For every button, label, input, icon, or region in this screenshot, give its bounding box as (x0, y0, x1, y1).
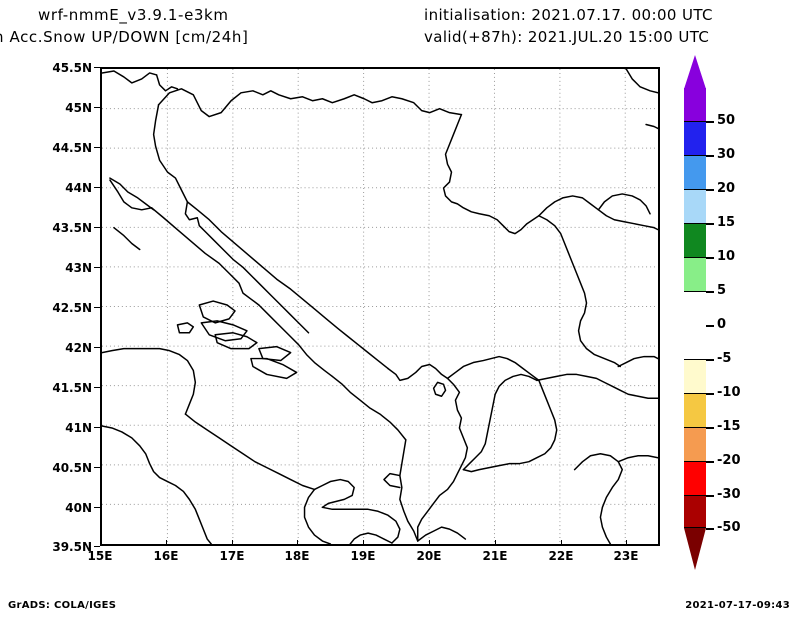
colorbar-band-5 (684, 257, 706, 291)
y-tick-label-42N: 42N (65, 341, 92, 355)
x-tick-label-21E: 21E (482, 549, 508, 563)
colorbar-tick (706, 359, 714, 361)
colorbar-label-m30: -30 (717, 487, 741, 502)
y-tick-mark (94, 307, 100, 308)
y-tick-mark (94, 546, 100, 547)
colorbar-band-0-lower (684, 325, 706, 359)
colorbar-label-10: 10 (717, 249, 736, 264)
colorbar-band-50 (684, 88, 706, 121)
y-tick-label-45.5N: 45.5N (52, 61, 92, 75)
colorbar-tick (706, 223, 714, 225)
x-tick-label-19E: 19E (350, 549, 376, 563)
y-tick-mark (94, 187, 100, 188)
colorbar-under-arrow (684, 528, 706, 570)
colorbar-tick (706, 189, 714, 191)
colorbar-band-30 (684, 121, 706, 155)
y-tick-label-41N: 41N (65, 421, 92, 435)
colorbar-label-m10: -10 (717, 385, 741, 400)
grads-credit: GrADS: COLA/IGES (8, 600, 117, 611)
x-tick-mark (626, 540, 627, 546)
model-title: wrf-nmmE_v3.9.1-e3km (38, 6, 229, 24)
x-tick-label-16E: 16E (153, 549, 179, 563)
colorbar-tick (706, 325, 714, 327)
x-tick-mark (166, 540, 167, 546)
colorbar[interactable]: 50 30 20 15 10 5 0 -5 -10 -15 -20 -30 -5… (684, 55, 741, 570)
y-tick-mark (94, 387, 100, 388)
x-tick-label-17E: 17E (219, 549, 245, 563)
gridlines (102, 69, 658, 544)
colorbar-tick (706, 121, 714, 123)
initialisation-time: initialisation: 2021.07.17. 00:00 UTC (424, 6, 713, 24)
colorbar-band-m20 (684, 461, 706, 495)
y-tick-label-44N: 44N (65, 181, 92, 195)
colorbar-label-m20: -20 (717, 453, 741, 468)
colorbar-tick (706, 291, 714, 293)
colorbar-band-m10 (684, 393, 706, 427)
x-tick-mark (561, 540, 562, 546)
colorbar-over-arrow (684, 55, 706, 89)
x-tick-mark (232, 540, 233, 546)
colorbar-label-m15: -15 (717, 419, 741, 434)
colorbar-band-0-upper (684, 291, 706, 325)
map-plot-area[interactable] (100, 67, 660, 546)
x-tick-label-18E: 18E (284, 549, 310, 563)
x-tick-mark (297, 540, 298, 546)
x-tick-mark (100, 540, 101, 546)
colorbar-band-20 (684, 155, 706, 189)
x-tick-mark (495, 540, 496, 546)
colorbar-label-15: 15 (717, 215, 736, 230)
colorbar-band-10 (684, 223, 706, 257)
colorbar-tick (706, 393, 714, 395)
map-svg (102, 69, 658, 544)
y-tick-label-40N: 40N (65, 501, 92, 515)
colorbar-tick (706, 155, 714, 157)
colorbar-tick (706, 427, 714, 429)
y-tick-mark (94, 467, 100, 468)
colorbar-label-20: 20 (717, 181, 736, 196)
x-tick-mark (429, 540, 430, 546)
y-tick-label-44.5N: 44.5N (52, 141, 92, 155)
y-tick-label-45N: 45N (65, 101, 92, 115)
y-tick-label-43N: 43N (65, 261, 92, 275)
colorbar-band-15 (684, 189, 706, 223)
colorbar-band-m30 (684, 495, 706, 528)
x-tick-label-22E: 22E (548, 549, 574, 563)
colorbar-tick (706, 495, 714, 497)
colorbar-label-30: 30 (717, 147, 736, 162)
colorbar-label-5: 5 (717, 283, 727, 298)
coastlines-and-borders (102, 69, 658, 544)
x-tick-mark (363, 540, 364, 546)
y-tick-mark (94, 227, 100, 228)
y-tick-label-43.5N: 43.5N (52, 221, 92, 235)
y-tick-label-41.5N: 41.5N (52, 381, 92, 395)
colorbar-tick (706, 461, 714, 463)
render-timestamp: 2021-07-17-09:43 (685, 600, 790, 611)
colorbar-tick (706, 528, 714, 530)
y-tick-label-40.5N: 40.5N (52, 461, 92, 475)
colorbar-label-m50: -50 (717, 520, 741, 535)
valid-time: valid(+87h): 2021.JUL.20 15:00 UTC (424, 28, 710, 46)
field-title: h Acc.Snow UP/DOWN [cm/24h] (0, 28, 249, 46)
colorbar-label-50: 50 (717, 113, 736, 128)
y-tick-label-42.5N: 42.5N (52, 301, 92, 315)
x-tick-label-15E: 15E (87, 549, 113, 563)
colorbar-tick (706, 257, 714, 259)
y-tick-mark (94, 347, 100, 348)
x-tick-label-23E: 23E (613, 549, 639, 563)
y-tick-mark (94, 147, 100, 148)
y-tick-mark (94, 507, 100, 508)
colorbar-band-m5 (684, 359, 706, 393)
colorbar-label-0: 0 (717, 317, 727, 332)
y-tick-mark (94, 67, 100, 68)
y-tick-mark (94, 107, 100, 108)
colorbar-band-m15 (684, 427, 706, 461)
x-tick-label-20E: 20E (416, 549, 442, 563)
y-tick-label-39.5N: 39.5N (52, 540, 92, 554)
y-tick-mark (94, 427, 100, 428)
y-tick-mark (94, 267, 100, 268)
colorbar-label-m5: -5 (717, 351, 732, 366)
